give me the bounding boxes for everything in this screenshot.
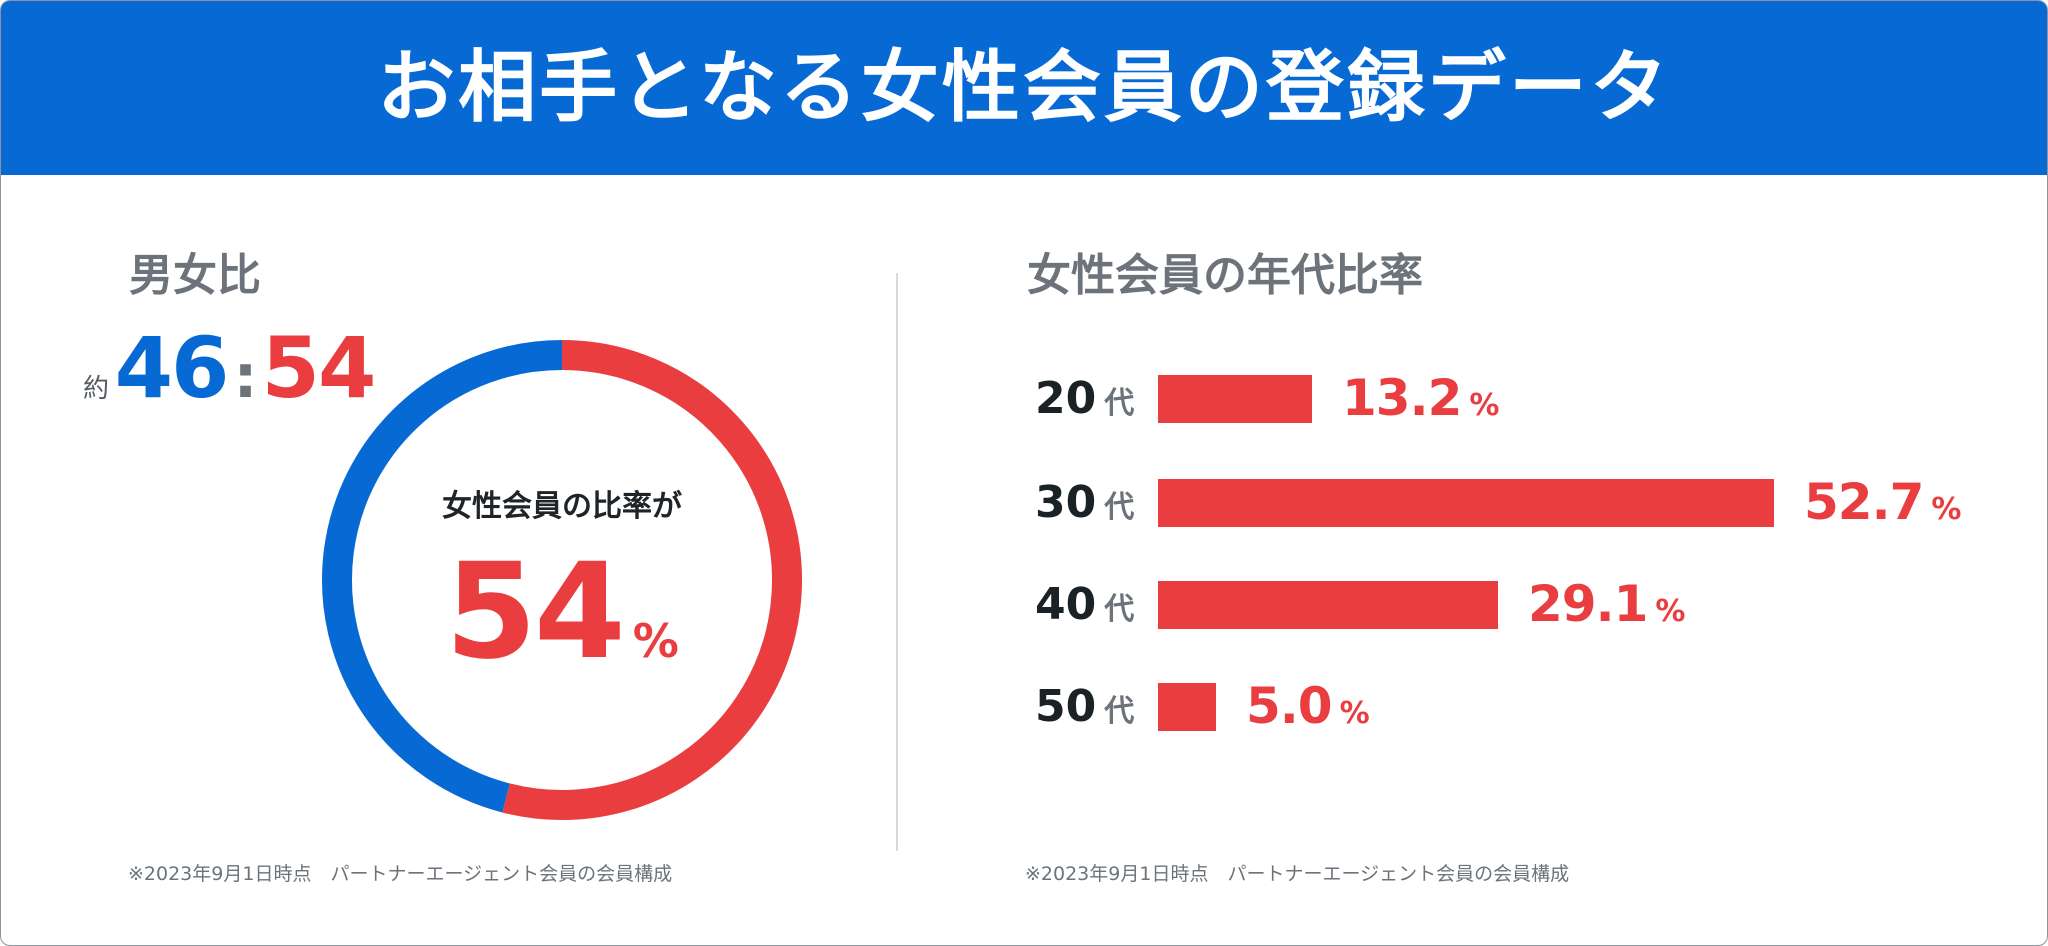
donut-slice-male (322, 340, 563, 813)
age-row-40: 40 代 29.1% (1021, 567, 2021, 647)
age-bar-value-label: 29.1% (1528, 575, 1685, 633)
male-ratio-value: 46 (114, 319, 230, 417)
percentage-number: 13.2 (1342, 369, 1462, 427)
donut-slice-female (502, 340, 802, 820)
donut-caption: 女性会員の比率が (442, 489, 682, 524)
age-footnote: ※2023年9月1日時点 パートナーエージェント会員の会員構成 (1025, 863, 1570, 885)
age-value: 50 (1035, 681, 1097, 732)
percentage-number: 5.0 (1246, 677, 1333, 735)
donut-center-value: 54% (362, 535, 762, 689)
percentage-number: 29.1 (1528, 575, 1648, 633)
age-value: 20 (1035, 373, 1097, 424)
age-bar (1158, 581, 1498, 629)
percentage-unit: % (1469, 388, 1500, 423)
age-bar-value-label: 52.7% (1804, 473, 1961, 531)
age-bar-value-label: 5.0% (1246, 677, 1370, 735)
gender-footnote: ※2023年9月1日時点 パートナーエージェント会員の会員構成 (128, 863, 673, 885)
age-bar (1158, 683, 1216, 731)
age-suffix: 代 (1104, 592, 1135, 627)
percentage-unit: % (1655, 594, 1686, 629)
female-percentage: 54 (445, 535, 626, 689)
female-ratio-value: 54 (261, 319, 377, 417)
age-label: 30 代 (1035, 477, 1185, 528)
ratio-separator: : (233, 342, 258, 412)
gender-ratio-readout: 約 46:54 (83, 319, 377, 429)
age-label: 40 代 (1035, 579, 1185, 630)
age-value: 40 (1035, 579, 1097, 630)
age-suffix: 代 (1104, 386, 1135, 421)
percentage-unit: % (1931, 492, 1962, 527)
age-bar-chart: 20 代 13.2% 30 代 52.7% 40 代 29.1% 50 代 5.0% (1021, 361, 2021, 781)
age-row-20: 20 代 13.2% (1021, 361, 2021, 441)
age-row-30: 30 代 52.7% (1021, 465, 2021, 545)
gender-donut-chart (322, 340, 802, 820)
percentage-unit: % (1339, 696, 1370, 731)
section-divider (896, 273, 898, 851)
age-suffix: 代 (1104, 490, 1135, 525)
age-bar-value-label: 13.2% (1342, 369, 1499, 427)
gender-ratio-title: 男女比 (129, 250, 261, 301)
female-percentage-unit: % (632, 614, 679, 668)
age-value: 30 (1035, 477, 1097, 528)
age-suffix: 代 (1104, 694, 1135, 729)
age-label: 20 代 (1035, 373, 1185, 424)
age-ratio-title: 女性会員の年代比率 (1027, 250, 1423, 301)
percentage-number: 52.7 (1804, 473, 1924, 531)
age-row-50: 50 代 5.0% (1021, 669, 2021, 749)
age-bar (1158, 375, 1312, 423)
age-bar (1158, 479, 1774, 527)
approx-label: 約 (83, 374, 110, 404)
page-title: お相手となる女性会員の登録データ (1, 1, 2047, 175)
age-label: 50 代 (1035, 681, 1185, 732)
